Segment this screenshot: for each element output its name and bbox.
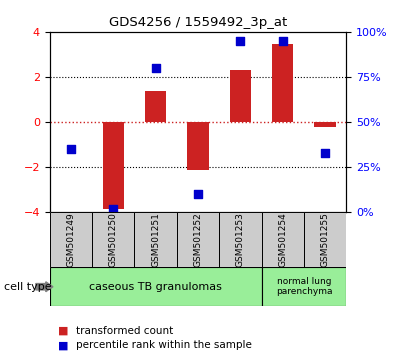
Bar [177,212,219,267]
Text: ■: ■ [58,340,68,350]
Point [237,38,244,44]
Point [195,192,201,197]
Bar [261,267,346,306]
Text: GSM501250: GSM501250 [109,212,118,267]
Point [279,38,286,44]
Bar [230,70,251,122]
Bar [145,91,166,122]
Bar [103,122,124,209]
Text: GSM501251: GSM501251 [151,212,160,267]
Bar [187,122,209,170]
Point [110,206,117,212]
Text: GSM501252: GSM501252 [193,212,203,267]
Bar [219,212,261,267]
Text: cell type: cell type [4,282,52,292]
Text: transformed count: transformed count [76,326,173,336]
Text: caseous TB granulomas: caseous TB granulomas [89,282,222,292]
Bar [272,44,293,122]
Text: ■: ■ [58,326,68,336]
Bar [92,212,135,267]
Text: normal lung
parenchyma: normal lung parenchyma [276,277,332,296]
Text: GSM501255: GSM501255 [320,212,330,267]
Bar [314,122,336,127]
Title: GDS4256 / 1559492_3p_at: GDS4256 / 1559492_3p_at [109,16,287,29]
Text: GSM501253: GSM501253 [236,212,245,267]
Text: GSM501254: GSM501254 [278,212,287,267]
Bar [50,212,92,267]
Text: GSM501249: GSM501249 [66,212,76,267]
Bar [261,212,304,267]
Point [68,147,74,152]
Bar [135,212,177,267]
Point [322,150,328,156]
Text: percentile rank within the sample: percentile rank within the sample [76,340,252,350]
Bar [304,212,346,267]
Point [152,65,159,71]
Bar [50,267,261,306]
